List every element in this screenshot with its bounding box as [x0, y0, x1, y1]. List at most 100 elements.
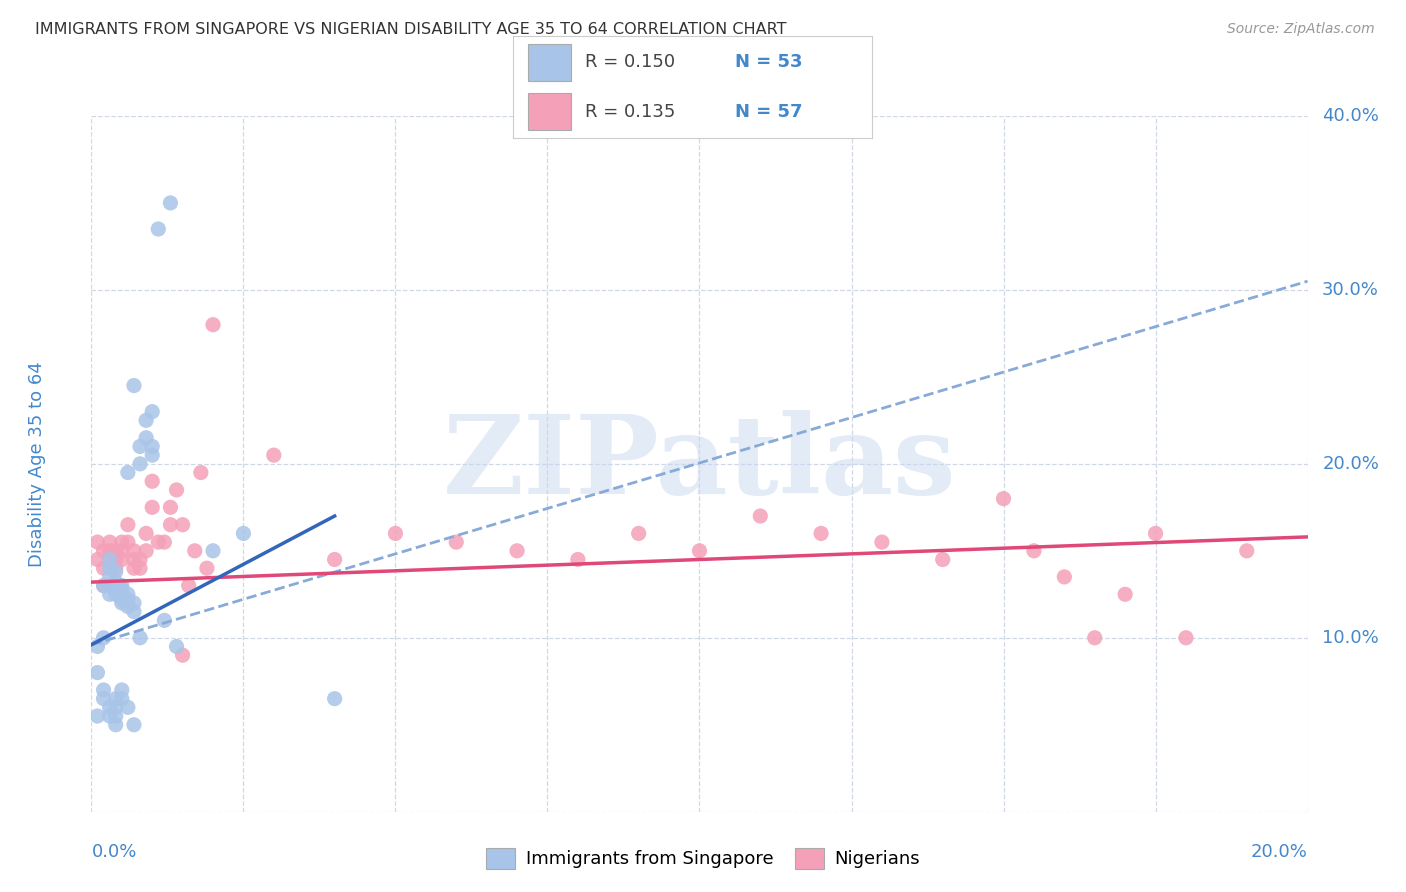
Point: [104, 691, 127, 706]
Point: [122, 561, 145, 575]
Point: [202, 318, 225, 332]
Point: [117, 535, 139, 549]
Text: N = 57: N = 57: [735, 103, 803, 120]
Point: [117, 466, 139, 480]
Point: [870, 535, 893, 549]
Point: [153, 614, 176, 628]
Text: 20.0%: 20.0%: [1322, 455, 1379, 473]
Text: N = 53: N = 53: [735, 54, 803, 71]
Point: [1236, 543, 1258, 558]
Point: [184, 543, 207, 558]
Text: 40.0%: 40.0%: [1322, 107, 1379, 125]
Point: [141, 500, 163, 515]
Point: [104, 575, 127, 590]
Point: [627, 526, 650, 541]
Point: [98, 587, 121, 601]
Point: [141, 440, 163, 454]
Point: [111, 596, 134, 610]
Point: [129, 457, 152, 471]
Point: [323, 691, 346, 706]
Point: [93, 561, 115, 575]
Point: [104, 709, 127, 723]
Text: R = 0.150: R = 0.150: [585, 54, 675, 71]
Point: [117, 517, 139, 532]
Point: [122, 605, 145, 619]
Point: [98, 552, 121, 566]
Point: [141, 405, 163, 419]
Point: [122, 717, 145, 731]
Point: [93, 691, 115, 706]
Point: [129, 631, 152, 645]
Point: [122, 378, 145, 392]
Point: [159, 517, 181, 532]
Point: [384, 526, 406, 541]
Point: [122, 552, 145, 566]
Point: [93, 543, 115, 558]
Point: [135, 413, 157, 427]
Text: Source: ZipAtlas.com: Source: ZipAtlas.com: [1227, 22, 1375, 37]
Point: [172, 517, 194, 532]
Point: [98, 543, 121, 558]
Point: [159, 500, 181, 515]
Point: [129, 561, 152, 575]
Point: [111, 585, 134, 599]
Point: [232, 526, 254, 541]
Point: [86, 709, 108, 723]
Point: [1022, 543, 1045, 558]
Point: [111, 582, 134, 596]
Point: [104, 700, 127, 714]
Point: [1114, 587, 1136, 601]
Point: [1174, 631, 1197, 645]
Text: 30.0%: 30.0%: [1322, 281, 1379, 299]
Point: [111, 683, 134, 698]
Point: [122, 596, 145, 610]
Point: [111, 592, 134, 607]
Text: 10.0%: 10.0%: [1322, 629, 1379, 647]
Point: [86, 535, 108, 549]
Point: [98, 709, 121, 723]
Point: [141, 474, 163, 488]
Point: [1084, 631, 1107, 645]
Point: [86, 640, 108, 654]
Point: [172, 648, 194, 662]
Point: [567, 552, 589, 566]
Point: [129, 552, 152, 566]
Point: [202, 543, 225, 558]
Text: ZIPatlas: ZIPatlas: [443, 410, 956, 517]
Point: [931, 552, 953, 566]
Point: [148, 535, 170, 549]
Point: [177, 578, 200, 592]
Point: [104, 561, 127, 575]
Point: [444, 535, 467, 549]
Point: [98, 535, 121, 549]
Point: [993, 491, 1015, 506]
Point: [104, 565, 127, 579]
Point: [111, 552, 134, 566]
Point: [810, 526, 832, 541]
Point: [93, 578, 115, 592]
Point: [104, 717, 127, 731]
Point: [159, 196, 181, 211]
Point: [166, 640, 188, 654]
Point: [141, 448, 163, 462]
Text: R = 0.135: R = 0.135: [585, 103, 675, 120]
Point: [323, 552, 346, 566]
Point: [135, 543, 157, 558]
Text: 0.0%: 0.0%: [91, 843, 136, 861]
Point: [153, 535, 176, 549]
Point: [98, 552, 121, 566]
Point: [111, 535, 134, 549]
Point: [263, 448, 285, 462]
Point: [111, 578, 134, 592]
Point: [93, 631, 115, 645]
Point: [148, 222, 170, 236]
Point: [135, 431, 157, 445]
Point: [1053, 570, 1076, 584]
Point: [506, 543, 529, 558]
Point: [98, 578, 121, 592]
Legend: Immigrants from Singapore, Nigerians: Immigrants from Singapore, Nigerians: [478, 840, 928, 876]
Text: 20.0%: 20.0%: [1251, 843, 1308, 861]
Point: [117, 592, 139, 607]
Point: [135, 526, 157, 541]
Point: [98, 570, 121, 584]
